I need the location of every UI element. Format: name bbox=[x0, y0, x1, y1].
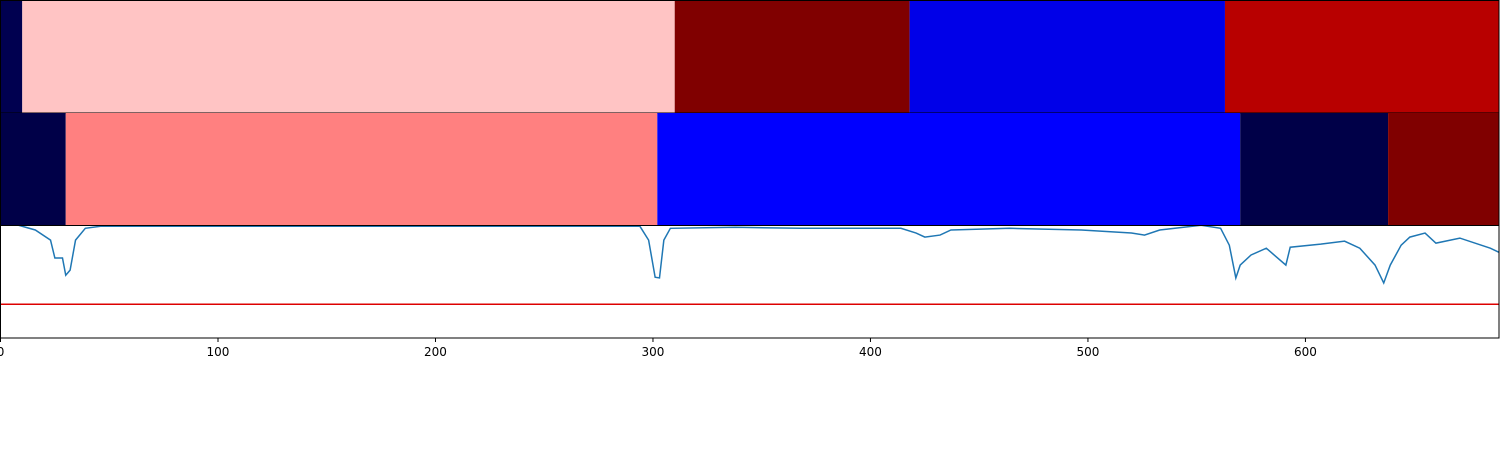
x-tick-label: 500 bbox=[1076, 345, 1099, 359]
data-line bbox=[0, 219, 1500, 285]
x-tick-label: 0 bbox=[0, 345, 4, 359]
band-segment bbox=[1240, 113, 1389, 226]
x-tick-label: 400 bbox=[859, 345, 882, 359]
band-segment bbox=[0, 0, 23, 113]
band-segment bbox=[0, 113, 66, 226]
x-tick-label: 600 bbox=[1294, 345, 1317, 359]
x-tick-label: 300 bbox=[642, 345, 665, 359]
band-segment bbox=[909, 0, 1225, 113]
axes-frame bbox=[0, 0, 1500, 339]
band-segment bbox=[657, 113, 1241, 226]
band-segment bbox=[65, 113, 658, 226]
x-tick-label: 100 bbox=[207, 345, 230, 359]
band-segment bbox=[22, 0, 675, 113]
band-segment bbox=[674, 0, 910, 113]
x-tick-label: 200 bbox=[424, 345, 447, 359]
band-segment bbox=[1224, 0, 1499, 113]
band-segment bbox=[1388, 113, 1499, 226]
